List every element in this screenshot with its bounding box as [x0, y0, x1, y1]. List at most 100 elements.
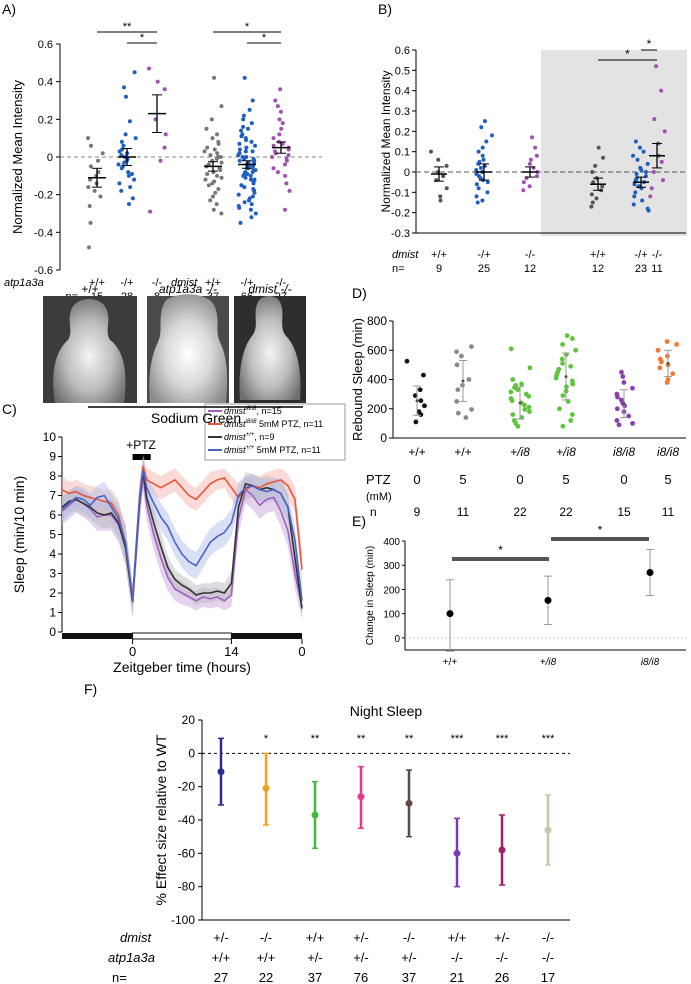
b-point	[530, 135, 535, 140]
a-point	[218, 155, 223, 159]
b-point	[429, 149, 433, 154]
d-mean-dot	[666, 361, 670, 365]
f-dmist-genotype: +/-	[494, 930, 510, 945]
c-xtick-label: 0	[129, 644, 136, 659]
d-point	[417, 387, 423, 393]
c-ptz-label: +PTZ	[126, 438, 156, 452]
f-atp1a3a-genotype: +/-	[401, 950, 417, 965]
a-point	[147, 66, 152, 71]
d-ytick-label: 800	[367, 314, 387, 328]
a-point	[215, 151, 220, 156]
c-legend-detail: , n=9	[254, 432, 274, 442]
a-point	[163, 132, 168, 137]
a-point	[119, 139, 124, 144]
a-ylabel: Normalized Mean Intensity	[10, 80, 25, 234]
a-point	[237, 141, 242, 146]
b-point	[654, 64, 659, 69]
sodium-green-images: +/+ atp1a3a -/- dmist -/- Sodium Green	[43, 282, 306, 426]
e-xtick-label: +/i8	[540, 657, 557, 668]
a-point	[210, 136, 215, 141]
a-sig-label: *	[245, 21, 250, 33]
a-point	[128, 185, 133, 190]
c-ytick-label: 10	[43, 430, 57, 444]
f-dmist-genotype: -/-	[260, 930, 272, 945]
a-point	[87, 203, 92, 208]
d-point	[630, 420, 635, 426]
b-point	[475, 200, 480, 205]
a-point	[212, 75, 217, 80]
b-ytick-label: -0.3	[391, 228, 410, 240]
e-sig-label: *	[498, 543, 503, 557]
b-point	[485, 190, 490, 195]
b-n-label: 12	[592, 263, 604, 275]
a-point	[88, 177, 93, 182]
d-point	[510, 377, 516, 382]
a-point	[98, 194, 103, 199]
a-point	[219, 211, 224, 216]
b-point	[474, 194, 479, 199]
c-ytick-label: 1	[49, 606, 56, 620]
b-point	[444, 186, 449, 191]
f-ylabel: % Effect size relative to WT	[153, 734, 169, 905]
f-gene2-label: atp1a3a	[108, 950, 155, 965]
d-point	[418, 398, 424, 404]
c-ytick-label: 5	[49, 528, 56, 542]
c-legend-box	[204, 403, 346, 461]
a-point	[213, 190, 218, 195]
a-point	[88, 164, 93, 169]
b-point	[489, 133, 494, 138]
a-point	[249, 215, 254, 220]
b-n-label: 12	[524, 263, 536, 275]
f-n-label: 26	[495, 970, 509, 984]
c-ytick-label: 2	[49, 586, 56, 600]
b-point	[589, 204, 594, 209]
f-sig-label: **	[311, 733, 320, 745]
a-point	[248, 173, 253, 178]
c-ytick-label: 3	[49, 567, 56, 581]
d-point	[674, 342, 679, 347]
a-sig-label: **	[123, 21, 132, 33]
a-point	[210, 194, 215, 199]
a-point	[162, 87, 167, 92]
f-atp1a3a-genotype: -/-	[496, 950, 508, 965]
a-point	[237, 158, 242, 163]
d-point	[615, 394, 620, 400]
a-point	[287, 188, 292, 193]
a-point	[117, 181, 122, 186]
f-dmist-genotype: +/-	[353, 930, 369, 945]
a-point	[253, 168, 258, 173]
f-sig-label: ***	[451, 733, 465, 745]
a-ytick-label: 0.4	[38, 77, 53, 89]
a-point	[253, 211, 258, 216]
b-point	[659, 88, 664, 93]
image-label-dmist: dmist -/-	[248, 282, 291, 296]
a-point	[206, 183, 211, 188]
b-point	[441, 174, 446, 179]
d-point	[559, 356, 565, 362]
a-point	[92, 188, 97, 193]
b-point	[521, 180, 526, 185]
a-point	[275, 104, 280, 109]
b-point	[633, 139, 638, 144]
c-legend-label: dmist+/+, n=9	[224, 432, 274, 442]
b-n-label: 9	[436, 263, 442, 275]
a-point	[251, 164, 256, 169]
a-point	[87, 245, 92, 250]
panel-label-a: A)	[2, 1, 16, 17]
a-ytick-label: -0.4	[34, 227, 53, 239]
d-point	[522, 402, 527, 408]
a-point	[243, 175, 248, 180]
a-point	[148, 209, 153, 214]
b-n-label: 11	[651, 263, 662, 275]
f-sig-label: ***	[496, 733, 510, 745]
b-shaded-region	[541, 50, 687, 236]
c-legend-label: dmisti8/i8, n=15	[224, 406, 282, 416]
a-point	[212, 147, 217, 152]
a-point	[126, 173, 131, 178]
d-point	[573, 347, 579, 353]
panel-d-chart: 800 600 400 200 0 Rebound Sleep (min) +/+ 0 9 +/+…	[350, 314, 686, 519]
d-ptz-value: 0	[516, 472, 523, 487]
c-legend-gene: dmist	[224, 432, 246, 442]
f-point	[405, 799, 413, 807]
b-point	[660, 178, 665, 183]
